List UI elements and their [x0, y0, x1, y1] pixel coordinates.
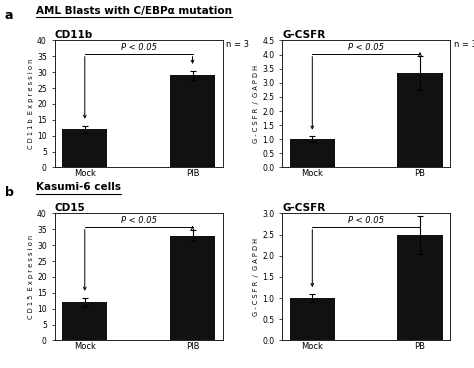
Bar — [397, 235, 443, 340]
Bar — [397, 73, 443, 167]
Text: n = 3: n = 3 — [226, 40, 249, 49]
Bar — [290, 298, 335, 340]
Text: P < 0.05: P < 0.05 — [348, 216, 384, 225]
Text: n = 3: n = 3 — [454, 40, 474, 49]
Text: AML Blasts with C/EBPα mutation: AML Blasts with C/EBPα mutation — [36, 6, 232, 15]
Bar — [62, 130, 108, 167]
Text: P < 0.05: P < 0.05 — [121, 216, 156, 225]
Text: Kasumi-6 cells: Kasumi-6 cells — [36, 182, 120, 192]
Y-axis label: C D 1 5  E x p r e s s i o n: C D 1 5 E x p r e s s i o n — [28, 235, 34, 319]
Y-axis label: G - C S F R  /  G A P D H: G - C S F R / G A P D H — [254, 65, 259, 143]
Text: a: a — [5, 9, 13, 22]
Y-axis label: C D 1 1 b  E x p r e s s i o n: C D 1 1 b E x p r e s s i o n — [28, 59, 34, 149]
Bar — [290, 139, 335, 167]
Bar — [170, 75, 215, 167]
Bar — [62, 302, 108, 340]
Text: G-CSFR: G-CSFR — [282, 203, 325, 213]
Text: CD15: CD15 — [55, 203, 85, 213]
Text: P < 0.05: P < 0.05 — [348, 43, 384, 52]
Text: G-CSFR: G-CSFR — [282, 30, 325, 40]
Text: P < 0.05: P < 0.05 — [121, 43, 156, 52]
Text: CD11b: CD11b — [55, 30, 93, 40]
Bar — [170, 236, 215, 340]
Text: b: b — [5, 186, 14, 199]
Y-axis label: G - C S F R  /  G A P D H: G - C S F R / G A P D H — [254, 238, 259, 316]
